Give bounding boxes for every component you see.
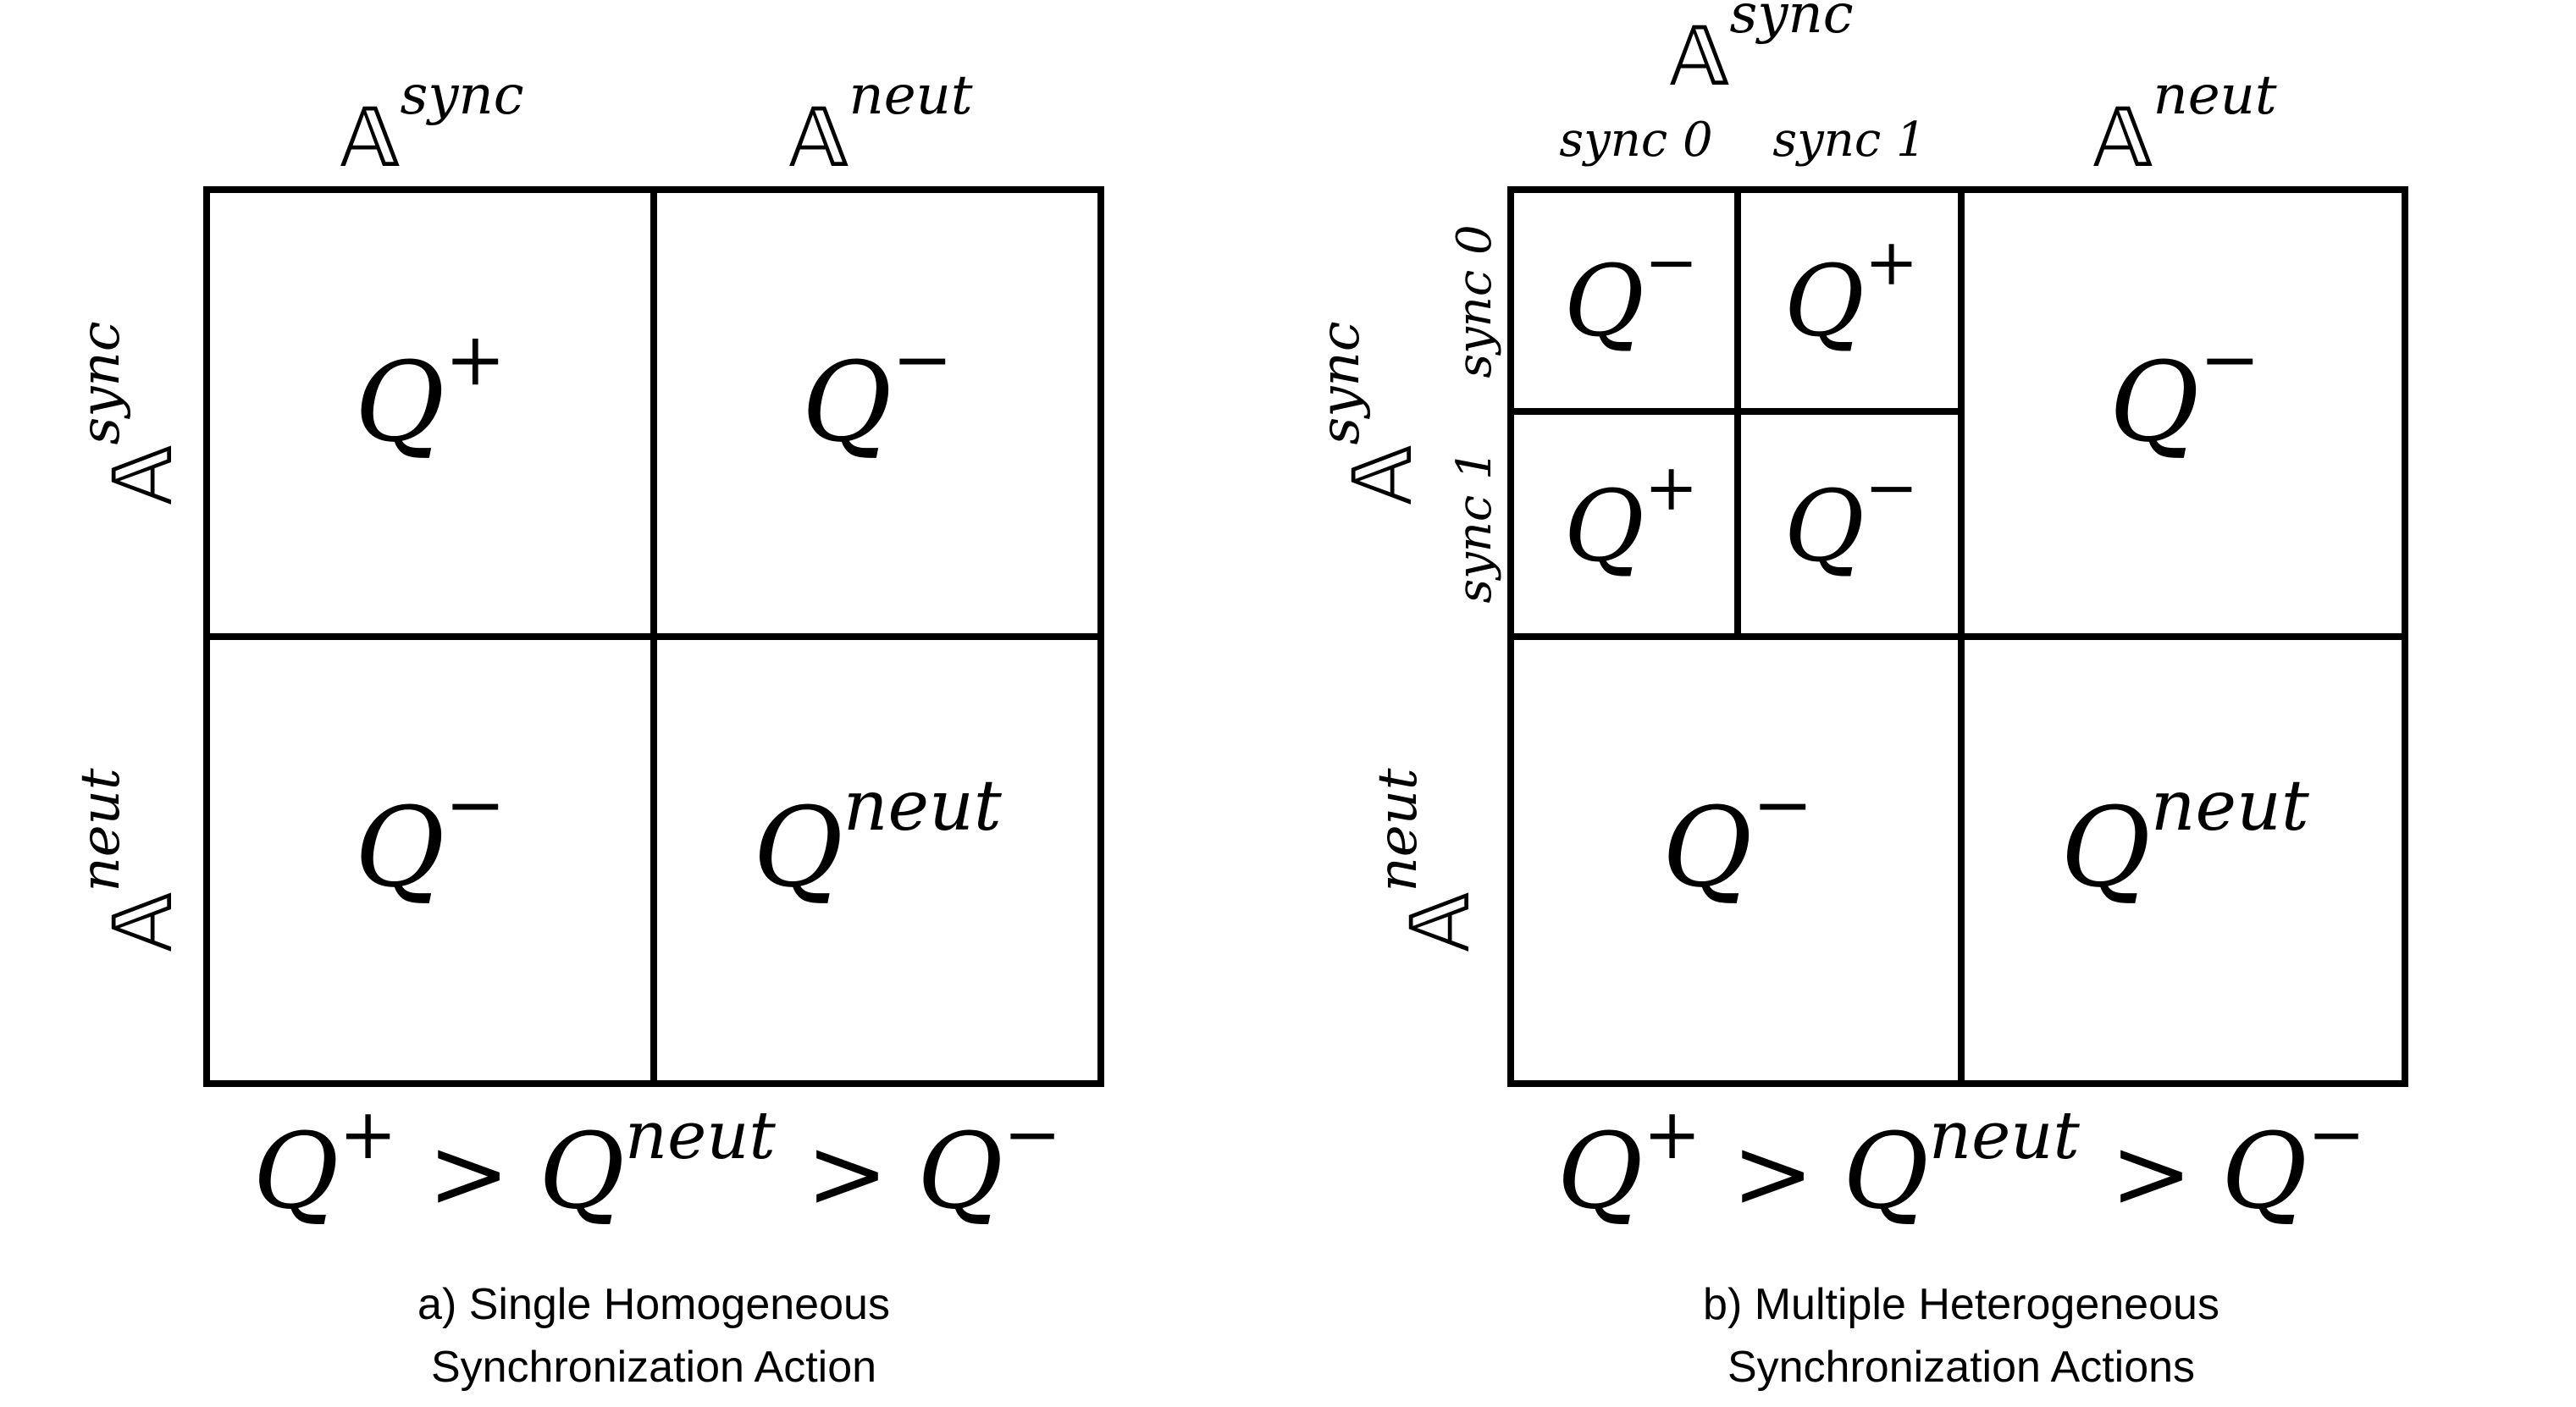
panel-b-sub-cell-1-1: Q− bbox=[1784, 450, 1919, 584]
panel-a-caption-line-1: a) Single Homogeneous bbox=[417, 1280, 890, 1329]
panel-b-col-label-sync: 𝔸sync bbox=[1669, 0, 1853, 104]
panel-a-row-label-neut: 𝔸neut bbox=[69, 768, 191, 952]
panel-b-ordering: Q+ > Qneut > Q− bbox=[1557, 1095, 2366, 1233]
panel-b-col-label-neut: 𝔸neut bbox=[2092, 64, 2276, 185]
panel-b-sub-row-label-sync-0: sync 0 bbox=[1447, 224, 1502, 378]
panel-b-sub-cell-0-0: Q− bbox=[1564, 224, 1699, 359]
panel-b-caption-line-2: Synchronization Actions bbox=[1727, 1343, 2195, 1392]
panel-b-cell-neut-sync: Q− bbox=[1662, 763, 1814, 912]
panel-b-row-label-sync: 𝔸sync bbox=[1309, 321, 1430, 505]
panel-a-caption-line-2: Synchronization Action bbox=[431, 1343, 876, 1392]
panel-a-row-label-sync: 𝔸sync bbox=[69, 321, 191, 505]
panel-a-cell-sync-neut: Q− bbox=[802, 317, 954, 466]
panel-b-sub-col-label-sync-1: sync 1 bbox=[1772, 113, 1926, 168]
panel-a: 𝔸sync 𝔸neut 𝔸sync 𝔸neut Q+ Q− Q− Qneut Q… bbox=[69, 64, 1104, 1392]
panel-a-cell-neut-neut: Qneut bbox=[753, 766, 1003, 912]
panel-b-row-label-neut: 𝔸neut bbox=[1367, 768, 1488, 952]
panel-b-cell-neut-neut: Qneut bbox=[2060, 766, 2310, 912]
panel-b-sub-row-label-sync-1: sync 1 bbox=[1447, 450, 1502, 603]
panel-b-sub-cell-0-1: Q+ bbox=[1784, 224, 1919, 359]
panel-b-cell-sync-neut: Q− bbox=[2109, 317, 2261, 466]
panel-a-col-label-sync: 𝔸sync bbox=[340, 64, 523, 185]
panel-b-caption-line-1: b) Multiple Heterogeneous bbox=[1703, 1280, 2219, 1329]
panel-a-ordering: Q+ > Qneut > Q− bbox=[253, 1095, 1062, 1233]
panel-a-cell-sync-sync: Q+ bbox=[355, 317, 506, 466]
panel-a-col-label-neut: 𝔸neut bbox=[788, 64, 972, 185]
panel-b: 𝔸sync 𝔸neut sync 0 sync 1 𝔸sync 𝔸neut sy… bbox=[1309, 0, 2408, 1392]
panel-b-sub-cell-1-0: Q+ bbox=[1564, 450, 1699, 584]
panel-a-cell-neut-sync: Q− bbox=[355, 763, 506, 912]
panel-b-sub-col-label-sync-0: sync 0 bbox=[1559, 113, 1712, 168]
